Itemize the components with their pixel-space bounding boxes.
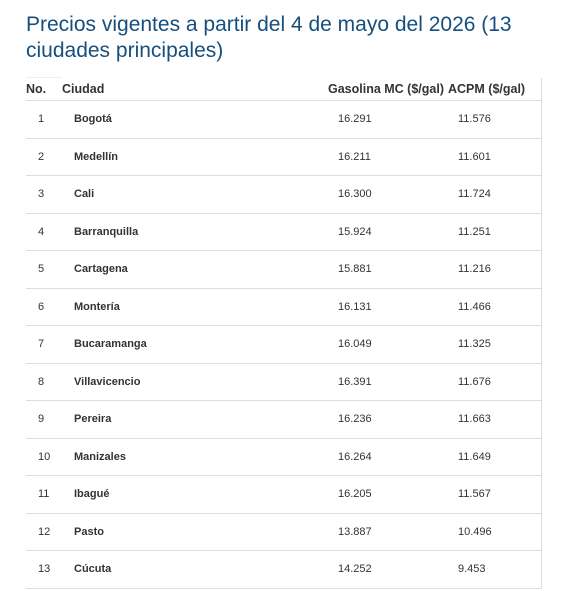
- table-cell: 16.205: [328, 475, 448, 514]
- table-body: 1 Bogotá 16.291 11.576 2 Medellín 16.211 11.601…: [26, 100, 542, 589]
- table-row: 6 Montería 16.131 11.466: [26, 288, 542, 326]
- table-cell: Ibagué: [62, 475, 328, 514]
- table-cell: 11.676: [448, 363, 542, 401]
- table-cell: 11.325: [448, 325, 542, 364]
- table-cell: 6: [26, 288, 62, 326]
- table-cell: Pereira: [62, 400, 328, 439]
- header-cell: No.: [26, 77, 62, 101]
- table-cell: 11.663: [448, 400, 542, 439]
- table-cell: 16.236: [328, 400, 448, 439]
- table-row: 10 Manizales 16.264 11.649: [26, 438, 542, 476]
- table-cell: 4: [26, 213, 62, 251]
- table-cell: Pasto: [62, 513, 328, 551]
- table-row: 3 Cali 16.300 11.724: [26, 175, 542, 214]
- table-cell: 11.251: [448, 213, 542, 251]
- table-cell: 1: [26, 100, 62, 139]
- table-row: 13 Cúcuta 14.252 9.453: [26, 550, 542, 589]
- table-row: 7 Bucaramanga 16.049 11.325: [26, 325, 542, 364]
- table-row: 5 Cartagena 15.881 11.216: [26, 250, 542, 289]
- table-cell: 15.924: [328, 213, 448, 251]
- table-cell: 11.216: [448, 250, 542, 289]
- table-cell: 10.496: [448, 513, 542, 551]
- table-cell: 16.300: [328, 175, 448, 214]
- table-cell: 3: [26, 175, 62, 214]
- table-cell: Cúcuta: [62, 550, 328, 589]
- table-cell: 13: [26, 550, 62, 589]
- table-row: 4 Barranquilla 15.924 11.251: [26, 213, 542, 251]
- table-row: 2 Medellín 16.211 11.601: [26, 138, 542, 176]
- table-cell: 15.881: [328, 250, 448, 289]
- table-cell: 8: [26, 363, 62, 401]
- table-cell: 11.649: [448, 438, 542, 476]
- table-cell: 5: [26, 250, 62, 289]
- table-cell: Bogotá: [62, 100, 328, 139]
- table-cell: Villavicencio: [62, 363, 328, 401]
- table-cell: 13.887: [328, 513, 448, 551]
- price-table: No. Ciudad Gasolina MC ($/gal) ACPM ($/gal)…: [26, 77, 542, 589]
- header-cell: Ciudad: [62, 77, 328, 101]
- table-cell: 11.466: [448, 288, 542, 326]
- table-cell: Cali: [62, 175, 328, 214]
- table-cell: Manizales: [62, 438, 328, 476]
- title: Precios vigentes a partir del 4 de mayo …: [26, 13, 512, 62]
- table-cell: 7: [26, 325, 62, 364]
- table-cell: 16.291: [328, 100, 448, 139]
- table-row: 11 Ibagué 16.205 11.567: [26, 475, 542, 514]
- table-cell: Barranquilla: [62, 213, 328, 251]
- table-cell: 11.567: [448, 475, 542, 514]
- table-cell: Medellín: [62, 138, 328, 176]
- table-cell: 11.724: [448, 175, 542, 214]
- header-row: No. Ciudad Gasolina MC ($/gal) ACPM ($/gal): [26, 77, 542, 101]
- table-cell: 16.049: [328, 325, 448, 364]
- table-cell: 16.391: [328, 363, 448, 401]
- table-cell: 9.453: [448, 550, 542, 589]
- table-cell: 16.264: [328, 438, 448, 476]
- table-row: 12 Pasto 13.887 10.496: [26, 513, 542, 551]
- header-cell: ACPM ($/gal): [448, 77, 542, 101]
- table-cell: Cartagena: [62, 250, 328, 289]
- table-cell: Montería: [62, 288, 328, 326]
- table-cell: Bucaramanga: [62, 325, 328, 364]
- table-row: 8 Villavicencio 16.391 11.676: [26, 363, 542, 401]
- table-cell: 11.576: [448, 100, 542, 139]
- header-cell: Gasolina MC ($/gal): [328, 77, 448, 101]
- table-cell: 2: [26, 138, 62, 176]
- table-cell: 11: [26, 475, 62, 514]
- table-cell: 14.252: [328, 550, 448, 589]
- table-row: 9 Pereira 16.236 11.663: [26, 400, 542, 439]
- table-cell: 16.211: [328, 138, 448, 176]
- table-cell: 11.601: [448, 138, 542, 176]
- table-cell: 16.131: [328, 288, 448, 326]
- table-cell: 10: [26, 438, 62, 476]
- table-cell: 9: [26, 400, 62, 439]
- table-row: 1 Bogotá 16.291 11.576: [26, 100, 542, 139]
- table-cell: 12: [26, 513, 62, 551]
